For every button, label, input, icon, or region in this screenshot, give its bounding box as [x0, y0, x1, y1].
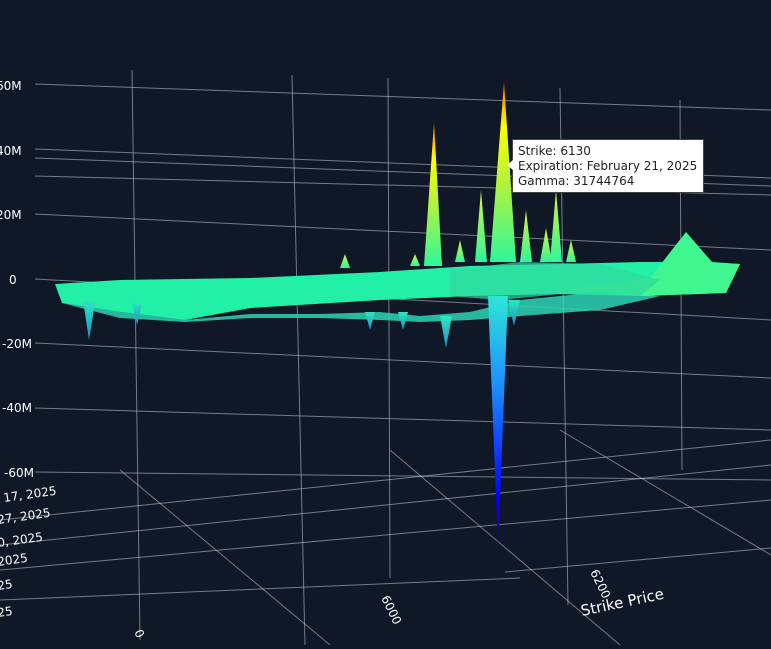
z-tick-label: 20M	[0, 208, 22, 222]
tooltip-strike-row: Strike: 6130	[518, 144, 591, 158]
tooltip-expiration-value: February 21, 2025	[586, 159, 698, 173]
trough-spike	[488, 296, 508, 548]
x-axis-title: Strike Price	[579, 585, 665, 620]
tooltip-expiration-row: Expiration: February 21, 2025	[518, 159, 698, 173]
z-tick-label: 40M	[0, 144, 22, 158]
z-tick-label: -60M	[4, 466, 34, 480]
tooltip-strike-value: 6130	[560, 144, 591, 158]
y-tick-label: 17, 2025	[2, 484, 57, 505]
peak-spike	[550, 190, 562, 262]
z-axis: 60M 40M 20M 0 -20M -40M -60M	[0, 79, 34, 480]
x-tick-label: 6000	[378, 593, 404, 627]
x-axis: 0 6000 6200 Strike Price	[131, 567, 665, 640]
tooltip-gamma-row: Gamma: 31744764	[518, 174, 635, 188]
y-tick-label: 0, 2025	[0, 530, 44, 550]
x-tick-label: 0	[131, 627, 147, 640]
z-tick-label: 60M	[0, 79, 22, 93]
y-axis: 17, 2025 27, 2025 0, 2025 2025 25 25	[0, 484, 57, 620]
z-tick-label: -20M	[2, 337, 32, 351]
y-tick-label: 25	[0, 604, 14, 620]
peak-spike	[424, 122, 442, 266]
z-tick-label: 0	[9, 273, 17, 287]
surface[interactable]	[55, 82, 740, 548]
y-tick-label: 27, 2025	[0, 506, 51, 527]
peak-spike	[490, 82, 516, 262]
surface-shade	[450, 262, 660, 300]
surface-ridge	[560, 232, 740, 296]
tooltip-gamma-value: 31744764	[573, 174, 635, 188]
small-spikes	[83, 190, 576, 348]
y-tick-label: 2025	[0, 551, 29, 569]
y-tick-label: 25	[0, 577, 14, 593]
surface-front	[62, 292, 660, 322]
hover-tooltip: Strike: 6130 Expiration: February 21, 20…	[506, 139, 705, 193]
z-tick-label: -40M	[2, 401, 32, 415]
